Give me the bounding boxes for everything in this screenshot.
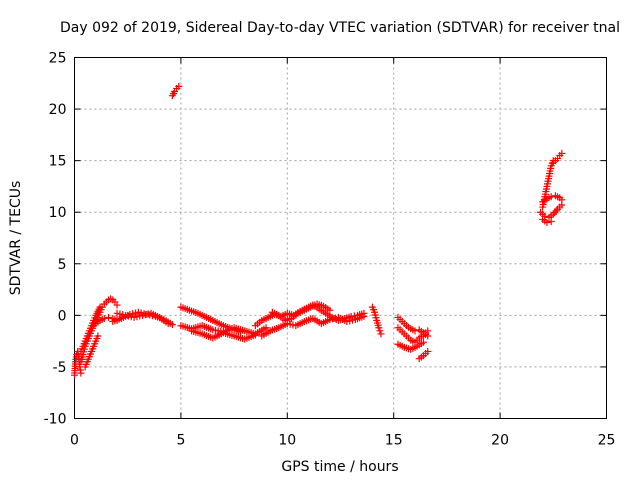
trace-21 (539, 192, 566, 206)
data-point (547, 193, 555, 201)
data-points (71, 82, 566, 379)
trace-22 (537, 201, 566, 221)
y-axis-label: SDTVAR / TECUs (8, 181, 24, 296)
data-point (547, 217, 555, 225)
data-point (105, 313, 113, 321)
data-point (94, 332, 102, 340)
data-point (168, 321, 176, 329)
data-point (77, 369, 85, 377)
y-tick-label: 10 (49, 205, 67, 221)
y-tick-label: -10 (44, 412, 67, 428)
data-point (326, 306, 334, 314)
trace-16 (394, 324, 432, 346)
x-tick-label: 15 (385, 433, 403, 449)
plot-frame (74, 57, 607, 419)
data-point (376, 327, 384, 335)
x-tick-labels: 0 5 10 15 20 25 (70, 433, 615, 449)
x-axis-label: GPS time / hours (281, 459, 398, 475)
trace-23 (539, 215, 555, 227)
data-point (113, 301, 121, 309)
data-point (360, 312, 368, 320)
data-point (411, 327, 419, 335)
data-point (419, 338, 427, 346)
y-tick-label: 20 (49, 102, 67, 118)
trace-20 (549, 149, 566, 167)
x-tick-label: 5 (176, 433, 185, 449)
data-point (377, 330, 385, 338)
y-tick-label: 25 (49, 51, 67, 67)
y-tick-label: 5 (58, 257, 67, 273)
trace-2 (77, 303, 104, 355)
data-point (543, 219, 551, 227)
trace-6 (109, 308, 176, 329)
trace-12 (258, 312, 368, 340)
data-point (558, 201, 566, 209)
x-tick-label: 20 (491, 433, 509, 449)
y-tick-label: 0 (58, 308, 67, 324)
trace-4 (92, 313, 121, 328)
trace-19 (539, 157, 557, 211)
data-point (558, 149, 566, 157)
data-point (100, 314, 108, 322)
x-tick-label: 25 (598, 433, 616, 449)
trace-3 (81, 332, 102, 371)
data-point (375, 324, 383, 332)
data-point (251, 331, 259, 339)
data-point (424, 327, 432, 335)
trace-14 (368, 303, 385, 338)
data-point (96, 303, 104, 311)
y-tick-label: 15 (49, 154, 67, 170)
y-tick-labels: -10 -5 0 5 10 15 20 25 (44, 51, 67, 428)
chart-title: Day 092 of 2019, Sidereal Day-to-day VTE… (60, 20, 620, 36)
grid-lines (74, 57, 607, 419)
data-point (175, 82, 183, 90)
trace-17 (394, 338, 427, 353)
x-tick-label: 0 (70, 433, 79, 449)
trace-0 (71, 347, 85, 379)
trace-18 (415, 347, 432, 363)
data-point (552, 207, 560, 215)
trace-7 (168, 82, 183, 100)
trace-13 (268, 300, 334, 325)
x-tick-label: 10 (278, 433, 296, 449)
data-point (424, 347, 432, 355)
y-tick-label: -5 (53, 360, 67, 376)
trace-10 (188, 327, 259, 343)
axis-ticks (74, 57, 607, 419)
